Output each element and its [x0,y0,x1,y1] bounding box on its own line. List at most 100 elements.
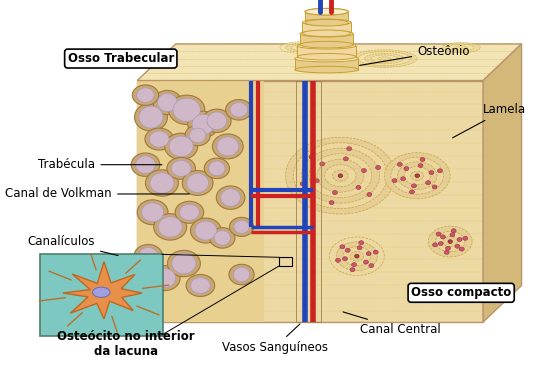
Ellipse shape [345,248,350,252]
Ellipse shape [295,66,358,73]
Ellipse shape [371,55,397,62]
Ellipse shape [463,236,468,240]
Ellipse shape [404,167,430,185]
Ellipse shape [358,52,411,66]
Ellipse shape [346,147,351,151]
Ellipse shape [150,173,174,193]
Ellipse shape [343,247,371,266]
Ellipse shape [302,30,351,37]
Ellipse shape [154,214,187,240]
Text: Osteônio: Osteônio [360,45,470,66]
Ellipse shape [295,55,358,62]
Ellipse shape [410,190,414,194]
Ellipse shape [285,43,318,52]
Ellipse shape [309,154,372,198]
Ellipse shape [457,238,462,242]
Ellipse shape [305,8,348,15]
Ellipse shape [351,50,417,67]
Text: Canal Central: Canal Central [343,312,441,336]
Ellipse shape [175,201,204,223]
Ellipse shape [444,250,449,254]
Ellipse shape [442,42,480,53]
Ellipse shape [92,287,110,298]
Ellipse shape [432,185,437,189]
Ellipse shape [376,165,380,169]
Polygon shape [305,12,348,23]
Ellipse shape [392,179,397,183]
Ellipse shape [145,128,173,150]
Ellipse shape [207,112,227,130]
Ellipse shape [167,250,200,277]
Ellipse shape [153,90,182,115]
Ellipse shape [433,243,438,247]
Ellipse shape [189,128,206,143]
Ellipse shape [296,46,307,49]
Ellipse shape [451,229,456,233]
Ellipse shape [343,157,348,161]
Ellipse shape [188,111,219,138]
Ellipse shape [137,88,154,102]
Text: Osteócito no interior
da lacuna: Osteócito no interior da lacuna [58,330,195,358]
Ellipse shape [138,247,158,265]
Ellipse shape [343,257,348,261]
Ellipse shape [280,42,324,53]
Ellipse shape [317,159,364,192]
Ellipse shape [378,57,391,60]
Ellipse shape [340,245,345,249]
Ellipse shape [415,174,419,178]
Ellipse shape [182,171,213,195]
Ellipse shape [302,19,351,26]
Polygon shape [298,46,356,57]
Ellipse shape [173,98,200,122]
Polygon shape [300,34,354,45]
Ellipse shape [167,157,195,179]
Ellipse shape [216,186,245,209]
Ellipse shape [230,102,248,117]
Ellipse shape [171,160,191,176]
Ellipse shape [149,131,169,147]
Ellipse shape [449,44,474,51]
Polygon shape [483,44,522,322]
Ellipse shape [131,153,160,176]
Text: Canal de Volkman: Canal de Volkman [5,187,189,201]
Ellipse shape [135,103,167,131]
Ellipse shape [420,157,425,161]
Ellipse shape [448,240,452,243]
Ellipse shape [369,264,374,268]
Ellipse shape [305,19,348,26]
Ellipse shape [300,182,305,186]
Ellipse shape [373,250,378,254]
Polygon shape [137,81,264,322]
Ellipse shape [158,93,177,112]
Ellipse shape [384,153,450,199]
Ellipse shape [329,201,334,205]
Ellipse shape [446,246,451,250]
Text: Vasos Sanguíneos: Vasos Sanguíneos [221,324,328,354]
Ellipse shape [356,186,361,190]
Ellipse shape [338,174,343,178]
Ellipse shape [145,170,178,196]
Ellipse shape [336,242,378,270]
Ellipse shape [367,193,372,197]
Ellipse shape [229,217,254,236]
Ellipse shape [436,232,441,236]
Ellipse shape [142,203,164,222]
Ellipse shape [209,161,225,176]
Ellipse shape [154,269,176,288]
Ellipse shape [309,155,314,159]
Ellipse shape [187,173,209,193]
Ellipse shape [324,165,356,187]
Ellipse shape [217,137,239,156]
Ellipse shape [298,53,356,60]
Ellipse shape [285,137,395,214]
Text: Osso compacto: Osso compacto [411,286,511,299]
Ellipse shape [233,267,250,282]
Ellipse shape [169,136,193,157]
Polygon shape [63,262,142,319]
Ellipse shape [391,157,444,194]
Polygon shape [137,81,483,322]
Ellipse shape [357,246,362,250]
Text: Lamela: Lamela [452,103,526,138]
Ellipse shape [132,85,159,105]
Ellipse shape [425,181,430,185]
